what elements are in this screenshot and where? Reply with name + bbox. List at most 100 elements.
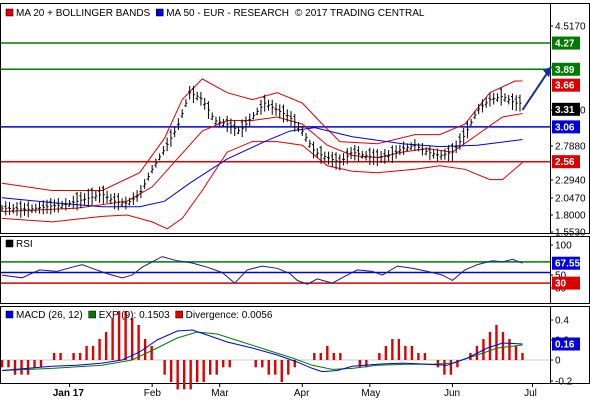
- ohlc-bar: [353, 144, 357, 161]
- ohlc-bar: [229, 118, 233, 134]
- x-tick-label: Jan 17: [53, 388, 85, 399]
- ohlc-bar: [266, 99, 270, 111]
- ohlc-bar: [120, 198, 124, 207]
- ohlc-bar: [413, 139, 417, 152]
- price-value-tag-label: 4.27: [555, 39, 575, 50]
- ohlc-bar: [428, 145, 432, 161]
- ohlc-bar: [19, 200, 23, 218]
- ohlc-bar: [360, 151, 364, 159]
- ohlc-bar: [236, 126, 240, 134]
- ohlc-bar: [83, 193, 87, 205]
- ohlc-bar: [345, 148, 349, 165]
- ohlc-bar: [439, 150, 443, 161]
- rsi-legend-swatch: [5, 239, 14, 248]
- y-tick-label: 100: [555, 241, 572, 252]
- rsi-panel-frame: [0, 236, 590, 304]
- ohlc-bar: [255, 107, 259, 116]
- ohlc-bar: [248, 113, 252, 127]
- ohlc-bar: [225, 115, 229, 133]
- ohlc-bar: [233, 120, 237, 137]
- ohlc-bar: [169, 129, 173, 147]
- x-tick-label: Jul: [524, 388, 537, 399]
- x-tick-label: Mar: [211, 388, 229, 399]
- ohlc-bar: [34, 203, 38, 213]
- ohlc-bar: [240, 119, 244, 138]
- ohlc-bar: [297, 121, 301, 132]
- ohlc-bar: [101, 185, 105, 204]
- ohlc-bar: [469, 118, 473, 126]
- ohlc-bar: [312, 141, 316, 159]
- rsi-value-tag: [552, 276, 580, 290]
- ohlc-bar: [473, 110, 477, 120]
- ohlc-bar: [330, 151, 334, 168]
- ohlc-bar: [372, 148, 376, 166]
- price-legend-label: MA 20 + BOLLINGER BANDS: [16, 8, 151, 19]
- y-tick-label: -0.2: [555, 377, 573, 388]
- ohlc-bar: [41, 200, 45, 215]
- y-tick-label: 50: [555, 271, 567, 282]
- ohlc-bar: [402, 141, 406, 155]
- ohlc-bar: [15, 202, 19, 216]
- ohlc-bar: [484, 97, 488, 108]
- ohlc-bar: [503, 93, 507, 102]
- ohlc-bar: [116, 193, 120, 211]
- ohlc-bar: [191, 85, 195, 103]
- ohlc-bar: [71, 195, 75, 209]
- macd-value-tag-label: 0.16: [555, 340, 575, 351]
- ohlc-bar: [38, 201, 42, 214]
- price-legend-label: MA 50 - EUR - RESEARCH: [166, 8, 289, 19]
- ohlc-bar: [447, 144, 451, 162]
- ohlc-bar: [221, 118, 225, 128]
- macd-legend-swatch: [175, 310, 183, 319]
- ohlc-bar: [270, 99, 274, 115]
- price-value-tag: [552, 62, 580, 76]
- ohlc-bar: [364, 150, 368, 161]
- x-axis: Jan 17 Feb Mar Apr May Jun Jul: [53, 383, 537, 399]
- ohlc-bar: [165, 137, 169, 152]
- ohlc-bar: [143, 179, 147, 189]
- ohlc-bar: [199, 91, 203, 106]
- macd-legend-swatch: [5, 310, 14, 319]
- ohlc-bar: [282, 104, 286, 123]
- exp-signal-line: [1, 331, 523, 371]
- ohlc-bar: [113, 193, 117, 210]
- y-tick-label: 0: [555, 356, 561, 367]
- ohlc-bar: [150, 164, 154, 174]
- ohlc-bar: [158, 153, 162, 161]
- upper-bollinger-band: [1, 78, 523, 191]
- ohlc-bar: [405, 143, 409, 151]
- x-tick-label: Feb: [144, 388, 162, 399]
- ohlc-bar: [176, 118, 180, 130]
- y-tick-label: 4.5170: [555, 22, 586, 33]
- price-value-tag: [552, 155, 580, 169]
- price-value-tag: [552, 120, 580, 134]
- ohlc-bar: [349, 146, 353, 160]
- ohlc-bar: [488, 92, 492, 107]
- ohlc-bar: [368, 147, 372, 166]
- rsi-value-tag-label: 30: [555, 279, 567, 290]
- macd-y-axis: 0.40.20-0.2: [550, 316, 573, 388]
- ohlc-bar: [338, 154, 342, 171]
- ohlc-bar: [435, 148, 439, 161]
- price-value-tag: [552, 36, 580, 50]
- projection-arrow-line: [521, 72, 548, 111]
- ohlc-bar: [173, 126, 177, 138]
- ohlc-bar: [507, 94, 511, 105]
- ohlc-bar: [357, 146, 361, 162]
- ohlc-bar: [514, 95, 518, 112]
- ohlc-bar: [109, 193, 113, 205]
- ohlc-bar: [139, 185, 143, 199]
- ohlc-bar: [394, 145, 398, 159]
- ohlc-bar: [274, 102, 278, 116]
- macd-legend-label: EXP (9): 0.1503: [99, 310, 170, 321]
- ohlc-bar: [135, 190, 139, 202]
- ohlc-bar: [23, 202, 27, 216]
- y-tick-label: 2.2940: [555, 176, 586, 187]
- price-value-tag-label: 2.56: [555, 157, 575, 168]
- price-value-tag-label: 3.89: [555, 65, 575, 76]
- ohlc-bar: [184, 99, 188, 108]
- ohlc-bar: [64, 198, 68, 211]
- ohlc-bar: [379, 150, 383, 163]
- rsi-line: [1, 256, 523, 285]
